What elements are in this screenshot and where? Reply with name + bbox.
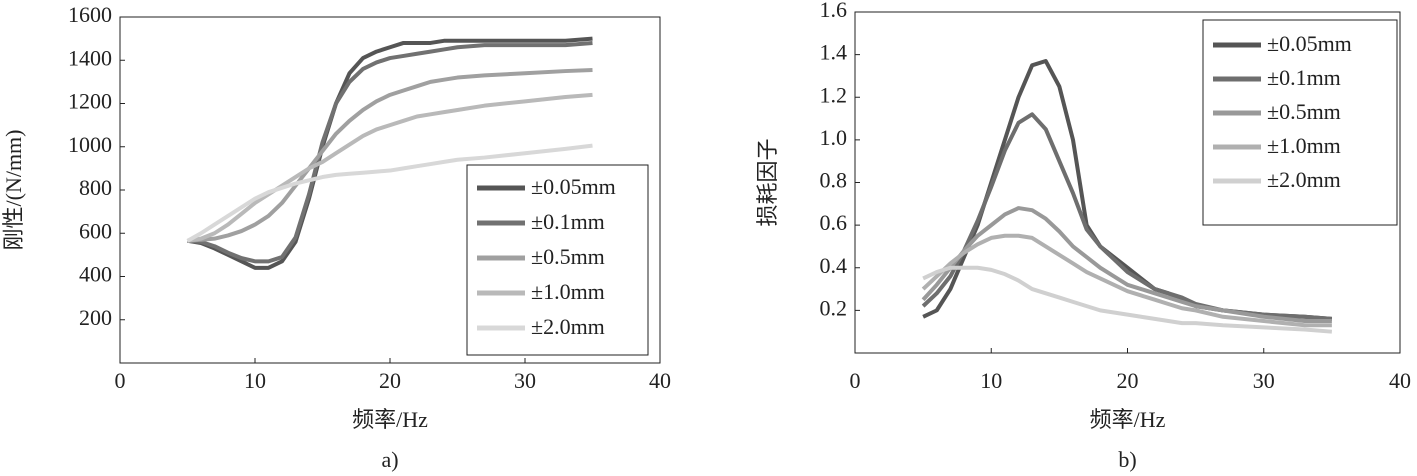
y-tick-label: 1.6	[820, 0, 848, 22]
y-axis-label: 刚性/(N/mm)	[1, 130, 26, 251]
y-tick-label: 1600	[68, 2, 112, 27]
series-line	[187, 36, 593, 270]
y-axis-label: 损耗因子	[755, 138, 780, 226]
y-tick-label: 0.6	[820, 210, 848, 235]
legend-label: ±0.1mm	[1267, 65, 1341, 90]
x-tick-label: 10	[244, 368, 266, 393]
x-tick-label: 10	[980, 368, 1002, 393]
x-tick-label: 40	[649, 368, 671, 393]
y-tick-label: 0.8	[820, 168, 848, 193]
series-line	[921, 206, 1332, 324]
series-line	[187, 67, 593, 243]
legend-label: ±0.5mm	[1267, 99, 1341, 124]
x-axis-label: 频率/Hz	[1090, 407, 1166, 432]
series-line	[921, 233, 1332, 328]
series-line	[922, 265, 1333, 334]
x-tick-label: 30	[1253, 368, 1275, 393]
y-tick-label: 1200	[68, 89, 112, 114]
legend-label: ±0.05mm	[531, 174, 616, 199]
legend-label: ±2.0mm	[1267, 167, 1341, 192]
x-axis-label: 频率/Hz	[352, 407, 428, 432]
y-tick-label: 1.4	[820, 40, 848, 65]
x-tick-label: 40	[1389, 368, 1411, 393]
y-tick-label: 0.2	[820, 295, 848, 320]
y-tick-label: 800	[79, 175, 112, 200]
legend-label: ±1.0mm	[1267, 133, 1341, 158]
caption: b)	[1118, 447, 1136, 472]
x-tick-label: 0	[115, 368, 126, 393]
legend-box	[1202, 19, 1398, 226]
y-tick-label: 600	[79, 218, 112, 243]
y-tick-label: 400	[79, 262, 112, 287]
legend-label: ±0.5mm	[531, 244, 605, 269]
x-tick-label: 20	[1117, 368, 1139, 393]
x-tick-label: 0	[850, 368, 861, 393]
legend-label: ±1.0mm	[531, 279, 605, 304]
legend-label: ±2.0mm	[531, 314, 605, 339]
y-tick-label: 0.4	[820, 253, 848, 278]
series-line	[186, 143, 593, 243]
y-tick-label: 1.2	[820, 82, 848, 107]
series-line	[187, 92, 593, 243]
series-line	[921, 112, 1333, 321]
y-tick-label: 1.0	[820, 125, 848, 150]
y-tick-label: 200	[79, 305, 112, 330]
legend-label: ±0.1mm	[531, 209, 605, 234]
series-line	[187, 40, 593, 264]
legend-label: ±0.05mm	[1267, 31, 1352, 56]
y-tick-label: 1000	[68, 132, 112, 157]
caption: a)	[381, 447, 398, 472]
x-tick-label: 30	[514, 368, 536, 393]
y-tick-label: 1400	[68, 45, 112, 70]
x-tick-label: 20	[379, 368, 401, 393]
